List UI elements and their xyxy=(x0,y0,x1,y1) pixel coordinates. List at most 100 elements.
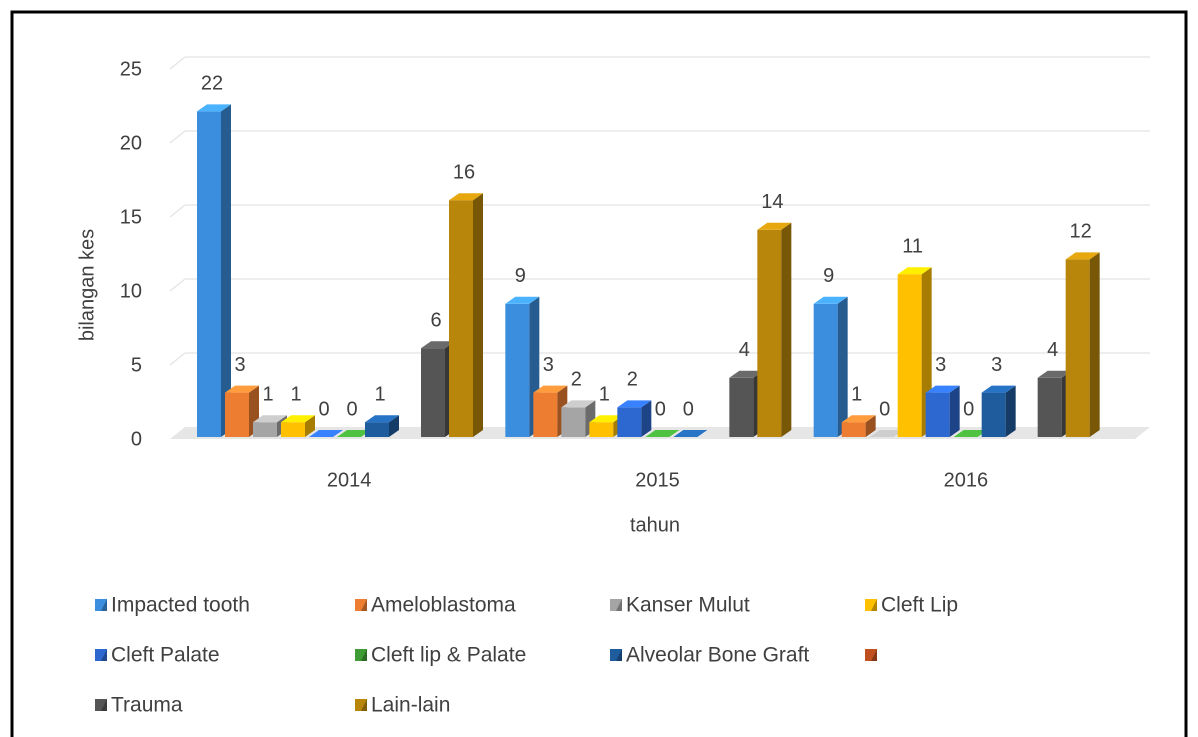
bar xyxy=(505,303,530,437)
bar-top xyxy=(813,296,848,304)
bar-top xyxy=(225,385,259,393)
data-label: 22 xyxy=(201,73,223,95)
legend-label: Lain-lain xyxy=(371,694,450,717)
legend-swatch-shade xyxy=(871,599,877,611)
bar xyxy=(533,392,558,437)
legend-label: Kanser Mulut xyxy=(626,594,750,617)
y-tick-label: 10 xyxy=(120,280,142,302)
bar-top xyxy=(449,193,483,201)
legend-swatch-shade xyxy=(101,649,107,661)
bar-side xyxy=(1005,385,1016,437)
bar-top xyxy=(897,267,932,275)
legend-label: Trauma xyxy=(111,694,183,717)
x-tick-label: 2016 xyxy=(944,469,989,491)
x-tick-label: 2015 xyxy=(635,469,680,491)
bar-top xyxy=(505,296,540,304)
grid-wall xyxy=(169,56,186,70)
bar xyxy=(253,422,277,437)
bar-side xyxy=(641,400,652,437)
y-tick-label: 5 xyxy=(131,354,142,376)
legend-label: Impacted tooth xyxy=(111,594,250,617)
bar-side xyxy=(837,296,848,437)
data-label: 0 xyxy=(318,398,329,420)
data-label: 2 xyxy=(627,369,638,391)
bar xyxy=(729,377,754,437)
data-label: 1 xyxy=(851,383,862,405)
bar xyxy=(421,348,445,437)
bar-top xyxy=(729,370,764,378)
bar xyxy=(813,303,838,437)
bar-top xyxy=(617,400,652,408)
bar xyxy=(281,422,305,437)
bar-top xyxy=(1037,370,1072,378)
legend-swatch-shade xyxy=(361,649,367,661)
data-label: 11 xyxy=(902,235,923,257)
bar xyxy=(561,407,586,437)
bar-side xyxy=(1089,252,1100,437)
data-label: 1 xyxy=(262,383,273,405)
bar-top xyxy=(1065,252,1100,260)
grid-wall xyxy=(169,278,186,292)
data-label: 1 xyxy=(599,383,610,405)
data-label: 16 xyxy=(453,161,475,183)
bar-top xyxy=(841,415,876,423)
bar xyxy=(897,274,922,437)
bar-top xyxy=(281,415,315,423)
bar-top xyxy=(337,430,371,437)
bar xyxy=(1037,377,1062,437)
bar xyxy=(841,422,866,437)
data-label: 9 xyxy=(823,265,834,287)
legend-swatch-shade xyxy=(361,699,367,711)
bar-top xyxy=(365,415,399,423)
bar-top xyxy=(981,385,1016,393)
legend-swatch-shade xyxy=(871,649,877,661)
data-label: 1 xyxy=(290,383,301,405)
data-label: 3 xyxy=(234,354,245,376)
legend-label: Alveolar Bone Graft xyxy=(626,644,809,667)
bar xyxy=(197,111,221,438)
bar xyxy=(981,392,1006,437)
data-label: 0 xyxy=(683,398,694,420)
bar-side xyxy=(949,385,960,437)
bar xyxy=(757,229,782,437)
bar-side xyxy=(473,193,483,437)
bar xyxy=(617,407,642,437)
bar-top xyxy=(925,385,960,393)
bar xyxy=(449,200,473,437)
legend-label: Cleft Palate xyxy=(111,644,220,667)
legend-swatch-shade xyxy=(101,699,107,711)
legend-swatch-shade xyxy=(616,649,622,661)
data-label: 3 xyxy=(543,354,554,376)
bar-side xyxy=(781,222,792,437)
x-tick-label: 2014 xyxy=(327,469,372,491)
legend-swatch-shade xyxy=(101,599,107,611)
bar-side xyxy=(305,415,315,437)
legend-label: Cleft lip & Palate xyxy=(371,644,526,667)
legend-swatch-shade xyxy=(361,599,367,611)
data-label: 1 xyxy=(374,383,385,405)
data-label: 12 xyxy=(1070,221,1092,243)
bar-top xyxy=(421,341,455,349)
y-tick-label: 15 xyxy=(120,206,142,228)
bar-side xyxy=(865,415,876,437)
x-axis-label: tahun xyxy=(630,514,680,536)
bar-top xyxy=(197,104,231,112)
bar-side xyxy=(221,104,231,438)
bar-top xyxy=(645,430,680,437)
data-label: 0 xyxy=(963,398,974,420)
y-tick-label: 25 xyxy=(120,58,142,80)
data-label: 0 xyxy=(346,398,357,420)
data-label: 9 xyxy=(515,265,526,287)
data-label: 4 xyxy=(739,339,750,361)
data-label: 4 xyxy=(1047,339,1058,361)
bar xyxy=(1065,259,1090,437)
bar-top xyxy=(953,430,988,437)
bar xyxy=(225,392,249,437)
grid-wall xyxy=(169,130,186,144)
grid-wall xyxy=(169,204,186,218)
bar-top xyxy=(253,415,287,423)
bar-top xyxy=(533,385,568,393)
bar-side xyxy=(389,415,399,437)
legend-label: Ameloblastoma xyxy=(371,594,516,617)
